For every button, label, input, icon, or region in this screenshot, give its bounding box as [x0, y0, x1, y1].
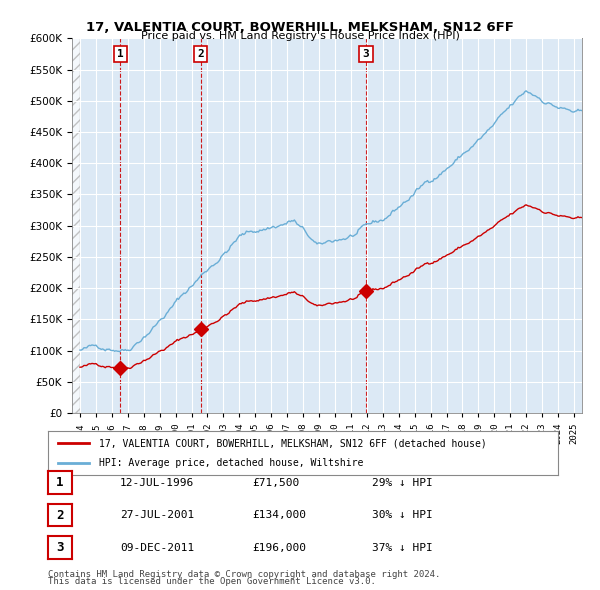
Text: 37% ↓ HPI: 37% ↓ HPI: [372, 543, 433, 552]
Text: 12-JUL-1996: 12-JUL-1996: [120, 478, 194, 487]
Text: This data is licensed under the Open Government Licence v3.0.: This data is licensed under the Open Gov…: [48, 578, 376, 586]
Text: 2: 2: [197, 49, 204, 59]
Text: 3: 3: [362, 49, 369, 59]
Text: 30% ↓ HPI: 30% ↓ HPI: [372, 510, 433, 520]
Text: £71,500: £71,500: [252, 478, 299, 487]
Text: Contains HM Land Registry data © Crown copyright and database right 2024.: Contains HM Land Registry data © Crown c…: [48, 571, 440, 579]
Text: 3: 3: [56, 541, 64, 554]
Text: Price paid vs. HM Land Registry's House Price Index (HPI): Price paid vs. HM Land Registry's House …: [140, 31, 460, 41]
Text: 17, VALENTIA COURT, BOWERHILL, MELKSHAM, SN12 6FF (detached house): 17, VALENTIA COURT, BOWERHILL, MELKSHAM,…: [99, 438, 487, 448]
Text: 1: 1: [56, 476, 64, 489]
Text: 27-JUL-2001: 27-JUL-2001: [120, 510, 194, 520]
Text: 17, VALENTIA COURT, BOWERHILL, MELKSHAM, SN12 6FF: 17, VALENTIA COURT, BOWERHILL, MELKSHAM,…: [86, 21, 514, 34]
Text: £196,000: £196,000: [252, 543, 306, 552]
Text: HPI: Average price, detached house, Wiltshire: HPI: Average price, detached house, Wilt…: [99, 458, 364, 467]
Text: 1: 1: [117, 49, 124, 59]
Text: 09-DEC-2011: 09-DEC-2011: [120, 543, 194, 552]
Text: 29% ↓ HPI: 29% ↓ HPI: [372, 478, 433, 487]
Text: 2: 2: [56, 509, 64, 522]
Text: £134,000: £134,000: [252, 510, 306, 520]
